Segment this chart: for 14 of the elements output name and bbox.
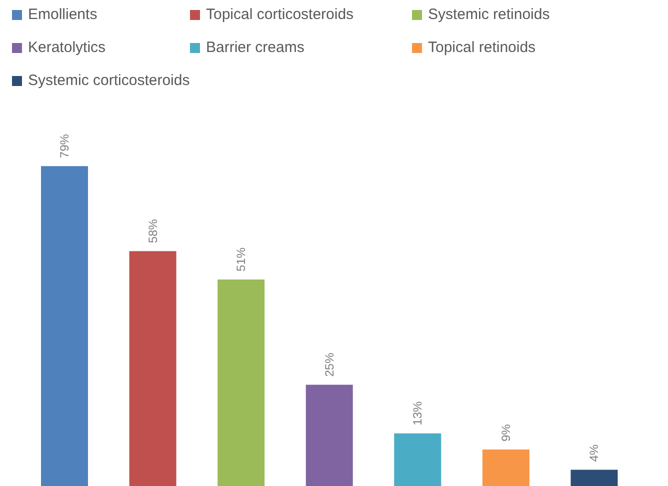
legend-label: Emollients: [28, 6, 98, 23]
legend-label: Keratolytics: [28, 39, 106, 56]
legend-label: Barrier creams: [206, 39, 304, 56]
data-label: 79%: [58, 134, 72, 158]
legend-label: Topical corticosteroids: [206, 6, 354, 23]
legend-label: Systemic corticosteroids: [28, 72, 190, 89]
data-label: 58%: [146, 218, 160, 244]
data-label: 25%: [322, 352, 336, 377]
legend-label: Topical retinoids: [428, 39, 536, 56]
data-label: 51%: [234, 247, 248, 272]
legend-label: Systemic retinoids: [428, 6, 550, 23]
data-label: 4%: [587, 444, 602, 462]
data-label: 9%: [498, 424, 513, 442]
data-label: 13%: [410, 401, 425, 426]
